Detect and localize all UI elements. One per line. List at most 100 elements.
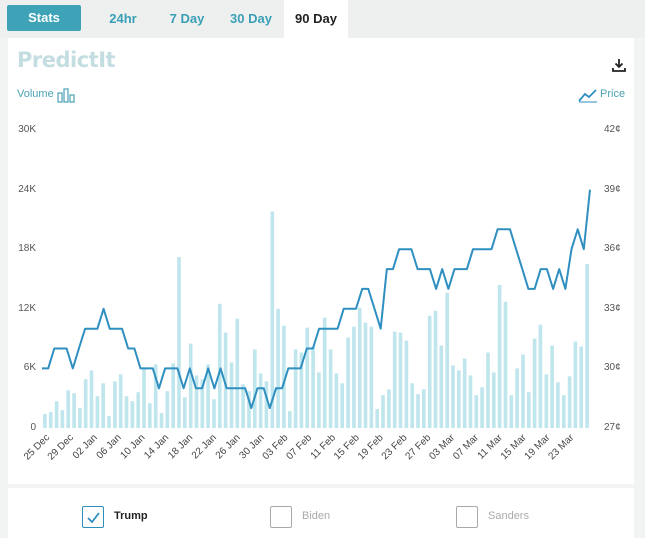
volume-bar bbox=[457, 370, 461, 428]
download-icon[interactable] bbox=[611, 57, 627, 73]
volume-bar bbox=[404, 340, 409, 428]
volume-bar bbox=[305, 327, 309, 428]
candidate-label: Trump bbox=[114, 510, 148, 522]
tab-bar: Stats 24hr 7 Day 30 Day 90 Day bbox=[0, 0, 645, 38]
y-right-tick-label: 30¢ bbox=[604, 362, 621, 374]
volume-bar bbox=[527, 392, 531, 428]
tab-7-day[interactable]: 7 Day bbox=[169, 11, 205, 26]
volume-bar bbox=[171, 363, 175, 428]
volume-bar bbox=[253, 349, 257, 428]
volume-bar bbox=[95, 396, 100, 428]
volume-bar bbox=[410, 383, 414, 428]
volume-bar bbox=[427, 315, 432, 428]
volume-bar bbox=[276, 308, 280, 428]
volume-legend-label: Volume bbox=[17, 88, 54, 100]
volume-bar bbox=[43, 414, 47, 428]
price-legend-label: Price bbox=[600, 88, 626, 100]
y-left-tick-label: 6K bbox=[23, 362, 36, 374]
volume-bar bbox=[258, 373, 263, 428]
volume-bar bbox=[241, 384, 245, 428]
volume-bar bbox=[398, 332, 403, 428]
volume-bar bbox=[107, 416, 111, 428]
volume-bar bbox=[317, 372, 321, 428]
x-tick-label: 10 Jan bbox=[118, 432, 147, 461]
volume-bar bbox=[183, 397, 187, 428]
candidate-label: Sanders bbox=[488, 510, 529, 522]
y-right-tick-label: 39¢ bbox=[604, 183, 621, 195]
tab-90-day[interactable]: 90 Day bbox=[284, 0, 348, 38]
volume-bar bbox=[497, 285, 502, 428]
volume-bar bbox=[562, 395, 566, 428]
volume-bar bbox=[118, 374, 123, 428]
volume-bar bbox=[515, 368, 519, 428]
volume-bar bbox=[270, 211, 275, 428]
x-tick-label: 03 Mar bbox=[427, 432, 457, 462]
y-left-tick-label: 24K bbox=[18, 183, 36, 195]
tab-24hr[interactable]: 24hr bbox=[109, 11, 137, 26]
volume-bar bbox=[381, 395, 385, 428]
volume-bar bbox=[532, 338, 537, 428]
volume-bar bbox=[299, 352, 304, 428]
volume-bar bbox=[439, 345, 444, 428]
x-tick-label: 22 Jan bbox=[190, 432, 219, 461]
y-right-tick-label: 33¢ bbox=[604, 302, 621, 314]
volume-bar bbox=[550, 345, 554, 428]
volume-bar bbox=[567, 376, 572, 428]
y-left-tick-label: 12K bbox=[18, 302, 36, 314]
tab-30-day[interactable]: 30 Day bbox=[230, 11, 272, 26]
y-right-tick-label: 36¢ bbox=[604, 243, 621, 255]
volume-bar bbox=[130, 401, 135, 428]
checkbox[interactable] bbox=[82, 506, 104, 528]
volume-bar bbox=[229, 362, 234, 428]
volume-bar bbox=[264, 381, 269, 428]
y-right-tick-label: 42¢ bbox=[604, 124, 621, 135]
volume-bar bbox=[334, 373, 339, 428]
volume-bar bbox=[340, 383, 344, 428]
volume-bar bbox=[462, 358, 467, 428]
x-tick-label: 27 Feb bbox=[404, 432, 434, 462]
tab-stats[interactable]: Stats bbox=[7, 5, 81, 31]
volume-bar bbox=[538, 324, 543, 428]
x-tick-label: 18 Jan bbox=[166, 432, 195, 461]
volume-bar bbox=[346, 337, 350, 428]
volume-bar bbox=[544, 374, 549, 428]
volume-bar bbox=[177, 257, 181, 428]
volume-bar bbox=[136, 392, 140, 428]
checkmark-icon bbox=[87, 512, 100, 524]
volume-bar bbox=[363, 322, 368, 428]
volume-bar bbox=[223, 332, 228, 428]
volume-bar bbox=[480, 387, 484, 428]
volume-bar bbox=[83, 379, 88, 428]
x-tick-label: 15 Feb bbox=[332, 432, 362, 462]
volume-bar bbox=[585, 264, 589, 428]
y-left-tick-label: 18K bbox=[18, 243, 36, 255]
volume-bar bbox=[218, 303, 222, 428]
volume-bar bbox=[60, 410, 65, 428]
volume-bar bbox=[247, 391, 251, 428]
volume-bar bbox=[503, 301, 508, 428]
volume-bar bbox=[322, 317, 327, 428]
volume-bar bbox=[328, 349, 333, 428]
x-tick-label: 07 Mar bbox=[451, 432, 481, 462]
volume-bar bbox=[194, 375, 199, 428]
volume-bar bbox=[492, 372, 496, 428]
checkbox[interactable] bbox=[270, 506, 292, 528]
volume-bar bbox=[352, 326, 356, 428]
volume-bar bbox=[288, 411, 292, 428]
checkbox[interactable] bbox=[456, 506, 478, 528]
volume-bar bbox=[212, 399, 216, 428]
volume-bar bbox=[556, 382, 560, 428]
x-tick-label: 29 Dec bbox=[46, 432, 76, 462]
volume-bar bbox=[445, 292, 449, 428]
y-left-tick-label: 30K bbox=[18, 124, 36, 135]
candidate-selector: Trump Biden Sanders bbox=[8, 488, 634, 538]
volume-bar bbox=[148, 403, 152, 428]
volume-bar bbox=[206, 364, 210, 428]
x-tick-label: 19 Feb bbox=[356, 432, 386, 462]
volume-bar bbox=[509, 395, 514, 428]
volume-bar bbox=[54, 401, 59, 428]
predictit-logo: PredictIt bbox=[17, 48, 116, 72]
chart-panel: PredictIt Volume Price 0 6K 12K 18K 24K 30K 2… bbox=[8, 38, 634, 484]
x-tick-label: 19 Mar bbox=[523, 432, 553, 462]
